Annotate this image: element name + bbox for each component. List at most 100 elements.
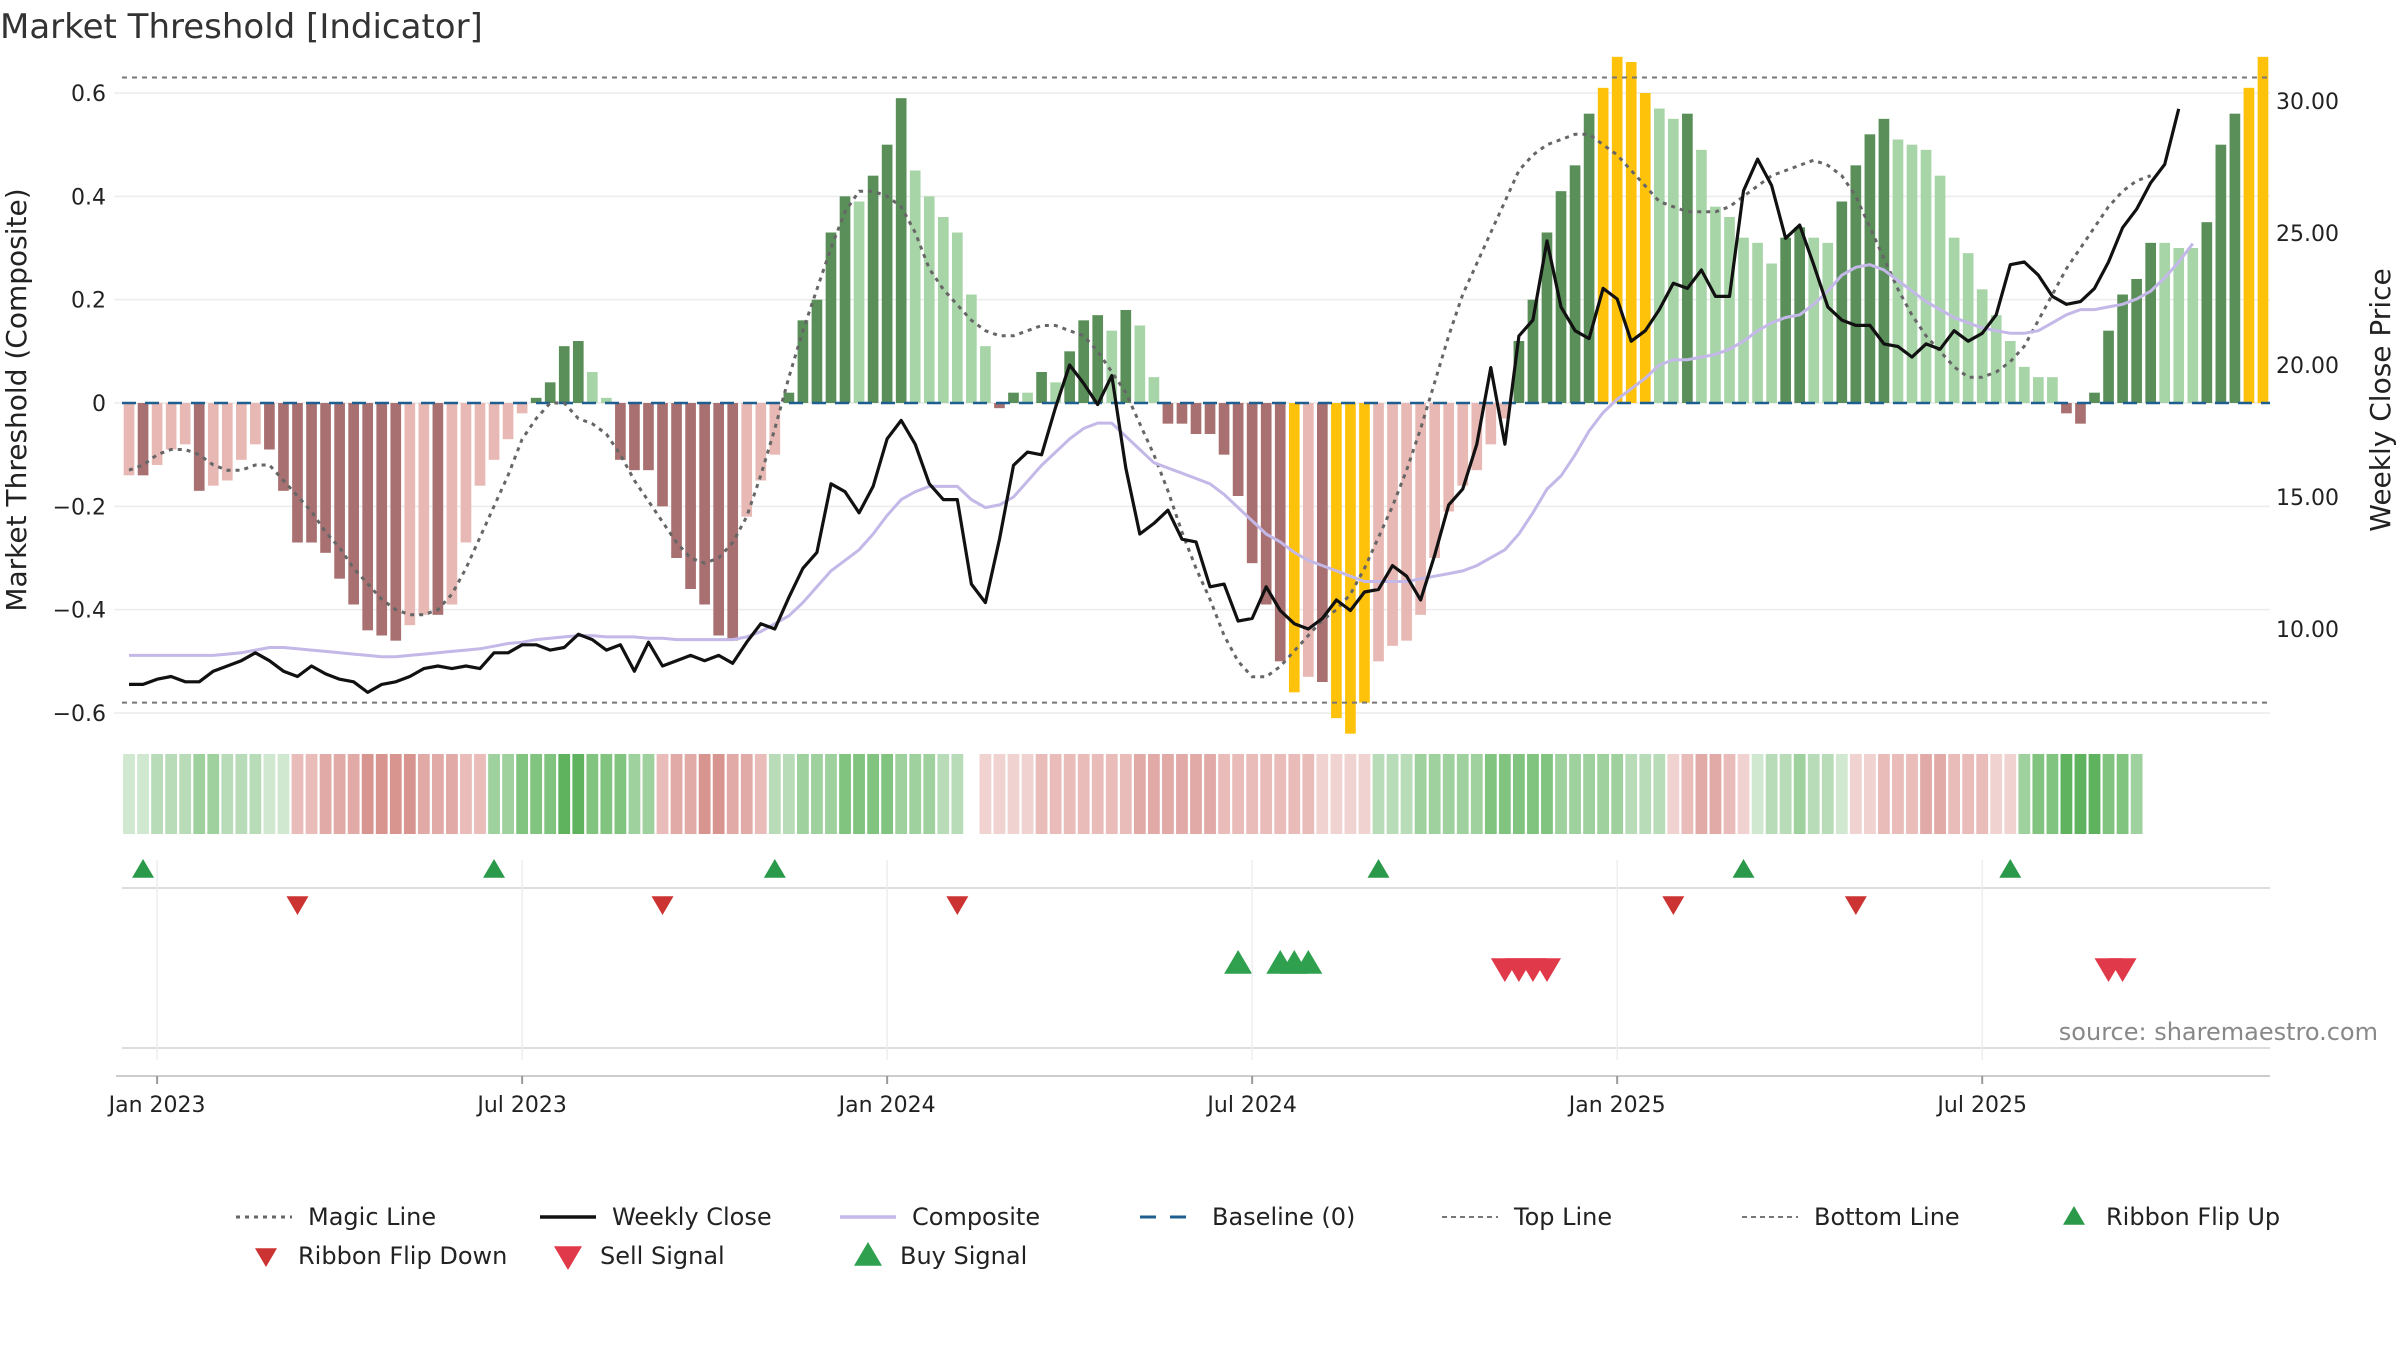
ribbon-cell-9 xyxy=(249,754,262,834)
bar-week-136 xyxy=(2033,377,2044,403)
ribbon-cell-0 xyxy=(123,754,135,834)
bar-week-129 xyxy=(1934,175,1946,403)
bar-week-126 xyxy=(1892,139,1904,403)
bar-week-123 xyxy=(1850,165,1862,403)
legend-swatch-flipdown xyxy=(255,1248,277,1267)
ribbon-cell-18 xyxy=(375,754,388,834)
bar-week-122 xyxy=(1836,201,1848,403)
bar-week-117 xyxy=(1766,263,1777,403)
ribbon-cell-78 xyxy=(1218,754,1230,834)
legend-label-flipup: Ribbon Flip Up xyxy=(2106,1203,2280,1231)
ribbon-flip-down-marker-3 xyxy=(1662,896,1685,915)
signal-markers xyxy=(122,859,2270,1049)
ribbon-cell-92 xyxy=(1414,754,1427,834)
bar-week-98 xyxy=(1499,403,1511,419)
ribbon-cell-97 xyxy=(1484,754,1497,834)
bar-week-106 xyxy=(1611,56,1623,403)
legend-item-composite: Composite xyxy=(840,1203,1040,1231)
ribbon-cell-67 xyxy=(1063,754,1076,834)
bar-week-25 xyxy=(474,403,486,486)
ribbon-cell-30 xyxy=(544,754,557,834)
ribbon-cell-13 xyxy=(305,754,318,834)
ribbon-cell-74 xyxy=(1162,754,1174,834)
bar-week-145 xyxy=(2159,242,2171,403)
ribbon-cell-117 xyxy=(1765,754,1778,834)
bar-week-115 xyxy=(1738,237,1749,403)
ribbon-cell-39 xyxy=(670,754,683,834)
ribbon-flip-up-marker-0 xyxy=(132,859,155,878)
ribbon-cell-19 xyxy=(389,754,402,834)
ribbon-cell-109 xyxy=(1653,754,1666,834)
bar-week-103 xyxy=(1569,165,1581,403)
bar-week-38 xyxy=(657,403,668,507)
ribbon-cell-20 xyxy=(403,754,416,834)
ribbon-cell-73 xyxy=(1147,754,1160,834)
bar-week-22 xyxy=(432,403,444,615)
legend-label-buy: Buy Signal xyxy=(900,1242,1027,1270)
bar-week-90 xyxy=(1387,403,1398,646)
ribbon-cell-15 xyxy=(333,754,346,834)
bar-week-69 xyxy=(1092,315,1104,403)
bar-week-40 xyxy=(685,403,696,589)
bar-week-133 xyxy=(1990,315,2002,403)
ribbon-cell-51 xyxy=(839,754,851,834)
ribbon-cell-132 xyxy=(1976,754,1989,834)
legend-label-flipdown: Ribbon Flip Down xyxy=(298,1242,507,1270)
ribbon-cell-58 xyxy=(937,754,950,834)
bar-week-130 xyxy=(1948,237,1960,403)
bar-week-16 xyxy=(348,403,359,605)
y-tick-label-2: 0.2 xyxy=(71,289,106,314)
legend-label-close: Weekly Close xyxy=(612,1203,772,1231)
ribbon-cell-54 xyxy=(881,754,894,834)
ribbon-cell-99 xyxy=(1513,754,1525,834)
composite-bars xyxy=(123,56,2269,734)
ribbon-cell-120 xyxy=(1807,754,1820,834)
bar-week-118 xyxy=(1780,237,1791,403)
bar-week-151 xyxy=(2243,87,2255,403)
bar-week-12 xyxy=(292,403,303,543)
ribbon-cell-36 xyxy=(628,754,641,834)
ribbon-cell-133 xyxy=(1990,754,2003,834)
ribbon-cell-75 xyxy=(1176,754,1188,834)
bar-week-67 xyxy=(1064,351,1075,403)
bar-week-110 xyxy=(1667,118,1679,403)
ribbon-cell-55 xyxy=(895,754,908,834)
ribbon-cell-23 xyxy=(446,754,458,834)
ribbon-cell-46 xyxy=(768,754,781,834)
ribbon-cell-114 xyxy=(1723,754,1736,834)
ribbon-cell-106 xyxy=(1611,754,1624,834)
bar-week-46 xyxy=(769,403,781,455)
ribbon-cell-112 xyxy=(1695,754,1708,834)
bar-week-64 xyxy=(1022,392,1033,403)
legend-item-magic: Magic Line xyxy=(236,1203,436,1231)
bar-week-60 xyxy=(966,294,977,403)
ribbon-flip-up-marker-4 xyxy=(1732,859,1755,878)
bar-week-105 xyxy=(1597,87,1609,403)
bar-week-68 xyxy=(1078,320,1090,403)
ribbon-cell-68 xyxy=(1077,754,1090,834)
bar-week-14 xyxy=(320,403,331,553)
series-lines xyxy=(128,108,2194,694)
bar-week-23 xyxy=(446,403,458,605)
bar-week-72 xyxy=(1134,325,1146,403)
bar-week-137 xyxy=(2047,377,2058,403)
ribbon-cell-2 xyxy=(151,754,163,834)
y2-tick-label-1: 25.00 xyxy=(2276,222,2339,247)
ribbon-cell-81 xyxy=(1260,754,1273,834)
ribbon-cell-22 xyxy=(431,754,444,834)
ribbon-cell-86 xyxy=(1330,754,1343,834)
bar-week-135 xyxy=(2018,366,2030,403)
bar-week-9 xyxy=(250,403,261,445)
ribbon-cell-113 xyxy=(1709,754,1722,834)
legend-item-baseline: Baseline (0) xyxy=(1140,1203,1355,1231)
bar-week-91 xyxy=(1401,403,1412,641)
bar-week-80 xyxy=(1246,403,1258,564)
ribbon-cell-63 xyxy=(1007,754,1020,834)
bar-week-19 xyxy=(390,403,402,641)
legend-label-sell: Sell Signal xyxy=(600,1242,725,1270)
bar-week-0 xyxy=(123,403,135,476)
y-tick-label-3: 0 xyxy=(92,392,106,417)
bar-week-5 xyxy=(193,403,205,491)
ribbon-flip-down-marker-0 xyxy=(286,896,309,915)
bar-week-87 xyxy=(1345,403,1356,734)
